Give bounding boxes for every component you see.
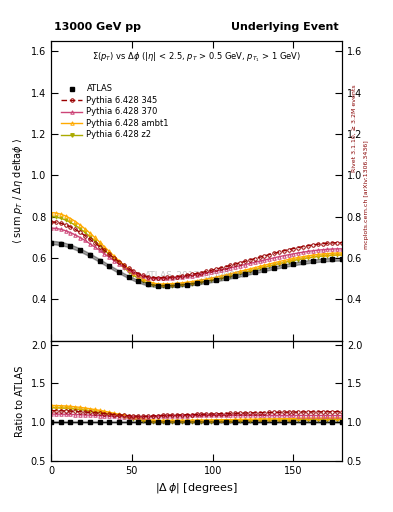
Text: 13000 GeV pp: 13000 GeV pp [54, 22, 141, 32]
X-axis label: $|\Delta\,\phi|$ [degrees]: $|\Delta\,\phi|$ [degrees] [155, 481, 238, 495]
Y-axis label: Ratio to ATLAS: Ratio to ATLAS [15, 365, 25, 437]
Text: ATLAS_2017_I1509919: ATLAS_2017_I1509919 [145, 270, 248, 280]
Text: Underlying Event: Underlying Event [231, 22, 339, 32]
Legend: ATLAS, Pythia 6.428 345, Pythia 6.428 370, Pythia 6.428 ambt1, Pythia 6.428 z2: ATLAS, Pythia 6.428 345, Pythia 6.428 37… [58, 81, 173, 143]
Y-axis label: $\langle$ sum $p_T$ / $\Delta\eta$ delta$\phi$ $\rangle$: $\langle$ sum $p_T$ / $\Delta\eta$ delta… [11, 138, 25, 244]
Text: mcplots.cern.ch [arXiv:1306.3436]: mcplots.cern.ch [arXiv:1306.3436] [364, 140, 369, 249]
Text: $\Sigma(p_T)$ vs $\Delta\phi$ ($|\eta|$ < 2.5, $p_T$ > 0.5 GeV, $p_{T_1}$ > 1 Ge: $\Sigma(p_T)$ vs $\Delta\phi$ ($|\eta|$ … [92, 50, 301, 63]
Text: Rivet 3.1.10, ≥ 3.2M events: Rivet 3.1.10, ≥ 3.2M events [352, 84, 357, 172]
